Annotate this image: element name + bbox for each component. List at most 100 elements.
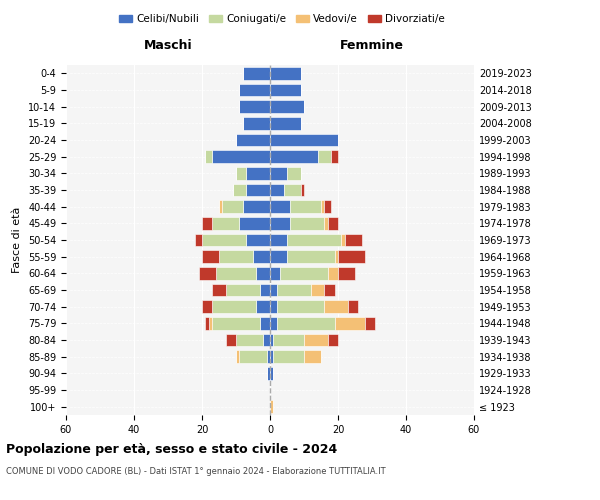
Bar [277,300,325,313]
Bar [325,300,348,313]
Text: Popolazione per età, sesso e stato civile - 2024: Popolazione per età, sesso e stato civil… [6,442,337,456]
Bar [202,217,212,230]
Bar [239,350,266,363]
Bar [236,350,239,363]
Bar [236,134,270,146]
Bar [256,267,270,280]
Bar [270,134,338,146]
Bar [270,184,284,196]
Bar [365,317,376,330]
Y-axis label: Anni di nascita: Anni di nascita [599,198,600,281]
Bar [277,284,311,296]
Bar [212,217,239,230]
Bar [236,167,246,179]
Bar [328,217,338,230]
Bar [274,334,304,346]
Bar [304,350,321,363]
Bar [253,250,270,263]
Bar [205,317,209,330]
Bar [226,284,260,296]
Bar [284,184,301,196]
Y-axis label: Fasce di età: Fasce di età [13,207,22,273]
Bar [331,150,338,163]
Bar [345,234,362,246]
Bar [223,200,243,213]
Bar [270,250,287,263]
Bar [270,150,317,163]
Bar [263,334,270,346]
Legend: Celibi/Nubili, Coniugati/e, Vedovi/e, Divorziati/e: Celibi/Nubili, Coniugati/e, Vedovi/e, Di… [115,10,449,29]
Bar [205,150,212,163]
Bar [270,234,287,246]
Text: COMUNE DI VODO CADORE (BL) - Dati ISTAT 1° gennaio 2024 - Elaborazione TUTTITALI: COMUNE DI VODO CADORE (BL) - Dati ISTAT … [6,468,386,476]
Bar [348,300,358,313]
Bar [243,117,270,130]
Bar [246,234,270,246]
Bar [270,267,280,280]
Bar [270,200,290,213]
Bar [290,217,325,230]
Bar [209,317,212,330]
Bar [270,217,290,230]
Bar [226,334,236,346]
Bar [338,267,355,280]
Bar [335,317,365,330]
Bar [341,234,345,246]
Bar [260,317,270,330]
Bar [304,334,328,346]
Bar [274,350,304,363]
Bar [202,234,246,246]
Bar [280,267,328,280]
Bar [236,334,263,346]
Bar [270,100,304,113]
Bar [270,84,301,96]
Bar [212,150,270,163]
Bar [256,300,270,313]
Bar [325,284,335,296]
Bar [328,334,338,346]
Bar [212,300,256,313]
Bar [277,317,335,330]
Bar [233,184,246,196]
Bar [287,234,341,246]
Bar [243,67,270,80]
Bar [290,200,321,213]
Bar [270,300,277,313]
Bar [270,284,277,296]
Bar [335,250,338,263]
Bar [219,200,223,213]
Text: Femmine: Femmine [340,38,404,52]
Bar [311,284,325,296]
Bar [195,234,202,246]
Bar [215,267,256,280]
Bar [246,184,270,196]
Bar [266,367,270,380]
Bar [270,367,274,380]
Bar [270,67,301,80]
Bar [212,284,226,296]
Bar [317,150,331,163]
Bar [301,184,304,196]
Bar [266,350,270,363]
Bar [270,334,274,346]
Bar [270,117,301,130]
Bar [239,217,270,230]
Bar [212,317,260,330]
Bar [243,200,270,213]
Bar [321,200,325,213]
Bar [270,400,274,413]
Bar [270,350,274,363]
Bar [202,250,219,263]
Bar [199,267,215,280]
Bar [239,84,270,96]
Bar [287,167,301,179]
Bar [325,200,331,213]
Bar [202,300,212,313]
Bar [338,250,365,263]
Bar [270,317,277,330]
Bar [270,167,287,179]
Bar [260,284,270,296]
Text: Maschi: Maschi [143,38,193,52]
Bar [239,100,270,113]
Bar [246,167,270,179]
